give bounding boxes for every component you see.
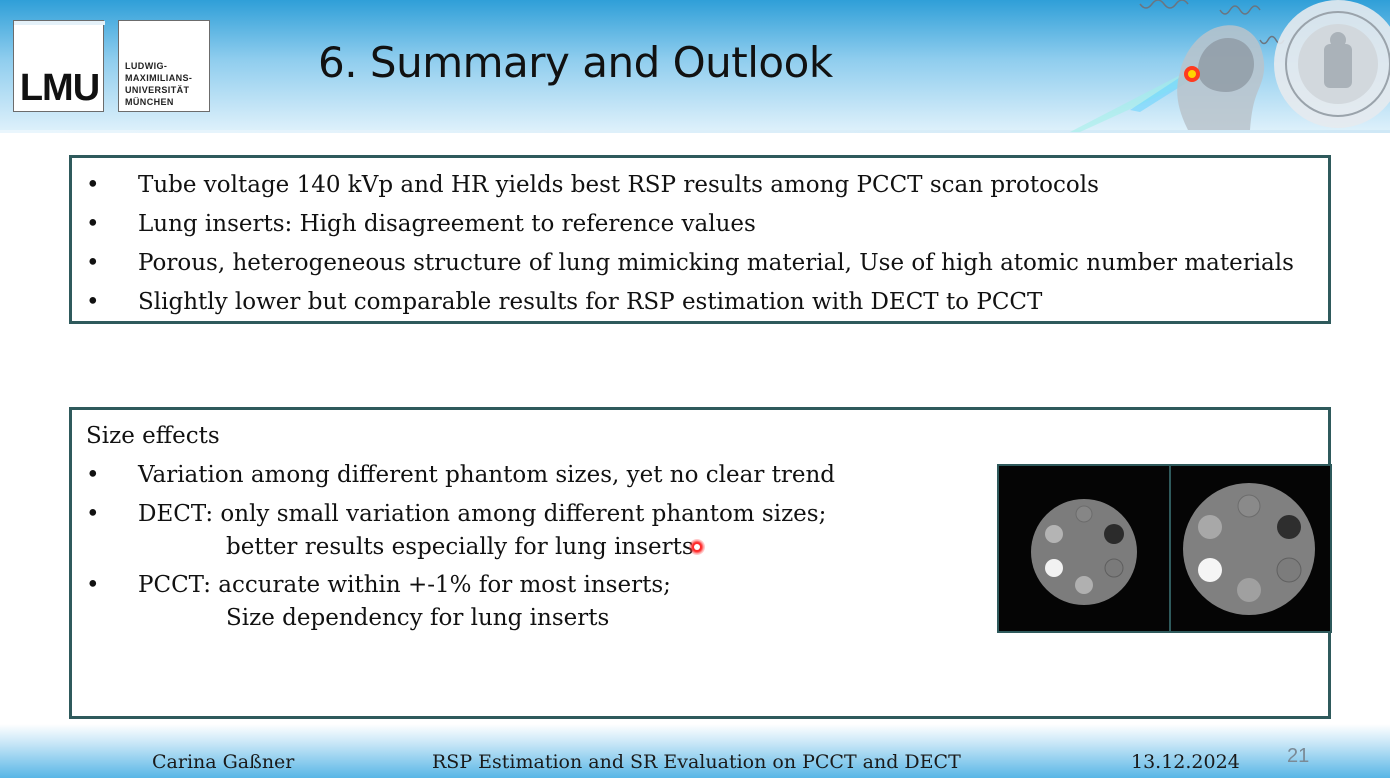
page-title: 6. Summary and Outlook [318, 38, 833, 87]
phantom-ct-graphic [999, 466, 1330, 631]
footer-author: Carina Gaßner [152, 751, 295, 773]
page-number: 21 [1287, 745, 1310, 767]
university-seal-icon [1274, 0, 1390, 128]
logo-line-2: MAXIMILIANS- [125, 73, 193, 83]
phantom-ct-images [997, 464, 1332, 633]
summary-item-text: Lung inserts: High disagreement to refer… [138, 211, 756, 237]
bullet-marker: • [86, 172, 100, 198]
bullet-marker: • [86, 572, 100, 598]
logo-line-4: MÜNCHEN [125, 97, 174, 107]
summary-item-text: Slightly lower but comparable results fo… [138, 289, 1043, 315]
size-effects-item-text: PCCT: accurate within +-1% for most inse… [138, 572, 671, 598]
size-effects-heading: Size effects [86, 423, 220, 449]
bullet-marker: • [86, 211, 100, 237]
bullet-marker: • [86, 501, 100, 527]
logo-line-3: UNIVERSITÄT [125, 85, 190, 95]
size-effects-subline: better results especially for lung inser… [226, 534, 694, 560]
header-divider [0, 130, 1390, 133]
university-name-logo: LUDWIG- MAXIMILIANS- UNIVERSITÄT MÜNCHEN [118, 20, 210, 112]
small-phantom-image [1031, 499, 1137, 605]
header-decoration [1070, 0, 1390, 132]
laser-pointer-icon [689, 539, 705, 555]
size-effects-item-text: Variation among different phantom sizes,… [138, 462, 836, 488]
bullet-marker: • [86, 289, 100, 315]
bullet-marker: • [86, 250, 100, 276]
lmu-logo-icon: LMU [13, 20, 105, 112]
footer-date: 13.12.2024 [1131, 751, 1240, 773]
summary-item-text: Porous, heterogeneous structure of lung … [138, 250, 1294, 276]
lmu-logo-mark: LMU [19, 67, 100, 109]
logo-line-1: LUDWIG- [125, 61, 168, 71]
footer-talk-title: RSP Estimation and SR Evaluation on PCCT… [432, 751, 961, 773]
summary-item-text: Tube voltage 140 kVp and HR yields best … [138, 172, 1099, 198]
bullet-marker: • [86, 462, 100, 488]
size-effects-subline: Size dependency for lung inserts [226, 605, 610, 631]
size-effects-item-text: DECT: only small variation among differe… [138, 501, 827, 527]
head-scan-icon [1070, 0, 1285, 132]
summary-box: • Tube voltage 140 kVp and HR yields bes… [69, 155, 1331, 324]
slide-footer [0, 724, 1390, 778]
large-phantom-image [1183, 483, 1315, 615]
slide-header [0, 0, 1390, 132]
